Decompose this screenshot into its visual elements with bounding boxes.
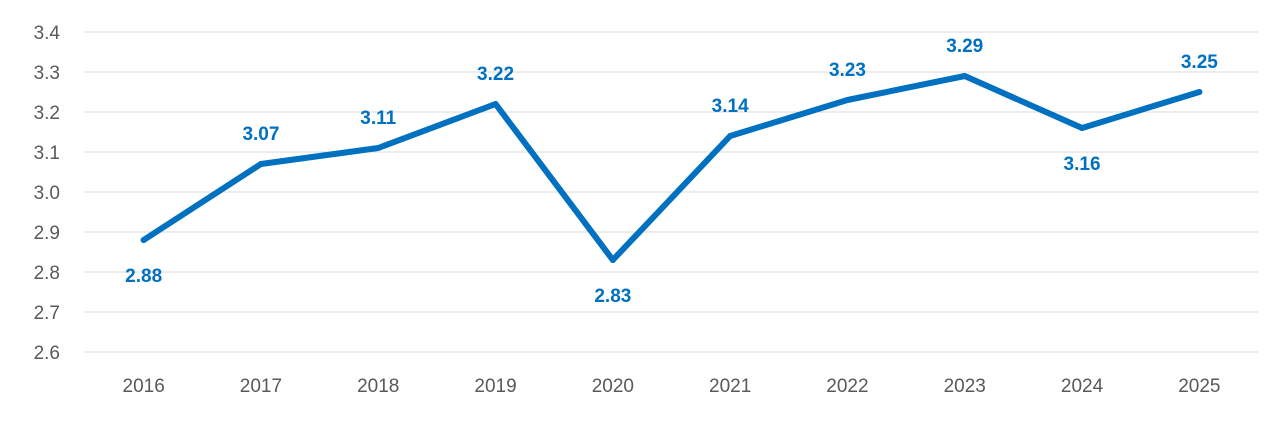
y-tick-label: 2.8 <box>34 263 60 284</box>
y-axis-ticks: 2.6 2.7 2.8 2.9 3.0 3.1 3.2 3.3 3.4 <box>34 23 61 364</box>
x-tick-label: 2022 <box>826 376 868 397</box>
x-tick-label: 2023 <box>944 376 986 397</box>
y-tick-label: 3.2 <box>34 103 60 124</box>
x-tick-label: 2021 <box>709 376 751 397</box>
data-label: 2.88 <box>125 266 162 287</box>
data-point <box>375 145 382 151</box>
data-point <box>961 73 968 79</box>
series-line <box>140 73 1203 263</box>
data-label: 3.22 <box>477 64 514 85</box>
data-label: 3.16 <box>1064 154 1101 175</box>
data-point <box>844 97 851 103</box>
y-tick-label: 2.7 <box>34 303 60 324</box>
data-point <box>492 101 499 107</box>
y-tick-label: 2.6 <box>34 343 60 364</box>
y-tick-label: 3.0 <box>34 183 60 204</box>
y-tick-label: 3.1 <box>34 143 60 164</box>
data-label: 3.25 <box>1181 52 1218 73</box>
data-labels: 2.88 3.07 3.11 3.22 2.83 3.14 3.23 3.29 3.16 3.25 <box>125 36 1218 307</box>
data-point <box>609 257 616 263</box>
data-label: 3.23 <box>829 60 866 81</box>
data-point <box>140 237 147 243</box>
y-tick-label: 3.3 <box>34 63 60 84</box>
data-label: 2.83 <box>594 286 631 307</box>
gridlines <box>85 31 1258 353</box>
x-tick-label: 2025 <box>1178 376 1220 397</box>
data-label: 3.07 <box>242 124 279 145</box>
x-tick-label: 2024 <box>1061 376 1104 397</box>
x-tick-label: 2019 <box>474 376 516 397</box>
data-point <box>1079 125 1086 131</box>
x-axis-ticks: 2016 2017 2018 2019 2020 2021 2022 2023 2024 2025 <box>123 376 1221 397</box>
x-tick-label: 2020 <box>592 376 634 397</box>
y-tick-label: 2.9 <box>34 223 60 244</box>
data-point <box>727 133 734 139</box>
series-group <box>140 73 1203 263</box>
data-point <box>257 161 264 167</box>
y-tick-label: 3.4 <box>34 23 61 44</box>
data-point <box>1196 89 1203 95</box>
data-label: 3.29 <box>946 36 983 57</box>
x-tick-label: 2016 <box>123 376 165 397</box>
data-label: 3.11 <box>360 108 396 129</box>
x-tick-label: 2018 <box>357 376 399 397</box>
data-label: 3.14 <box>712 96 749 117</box>
x-tick-label: 2017 <box>240 376 282 397</box>
